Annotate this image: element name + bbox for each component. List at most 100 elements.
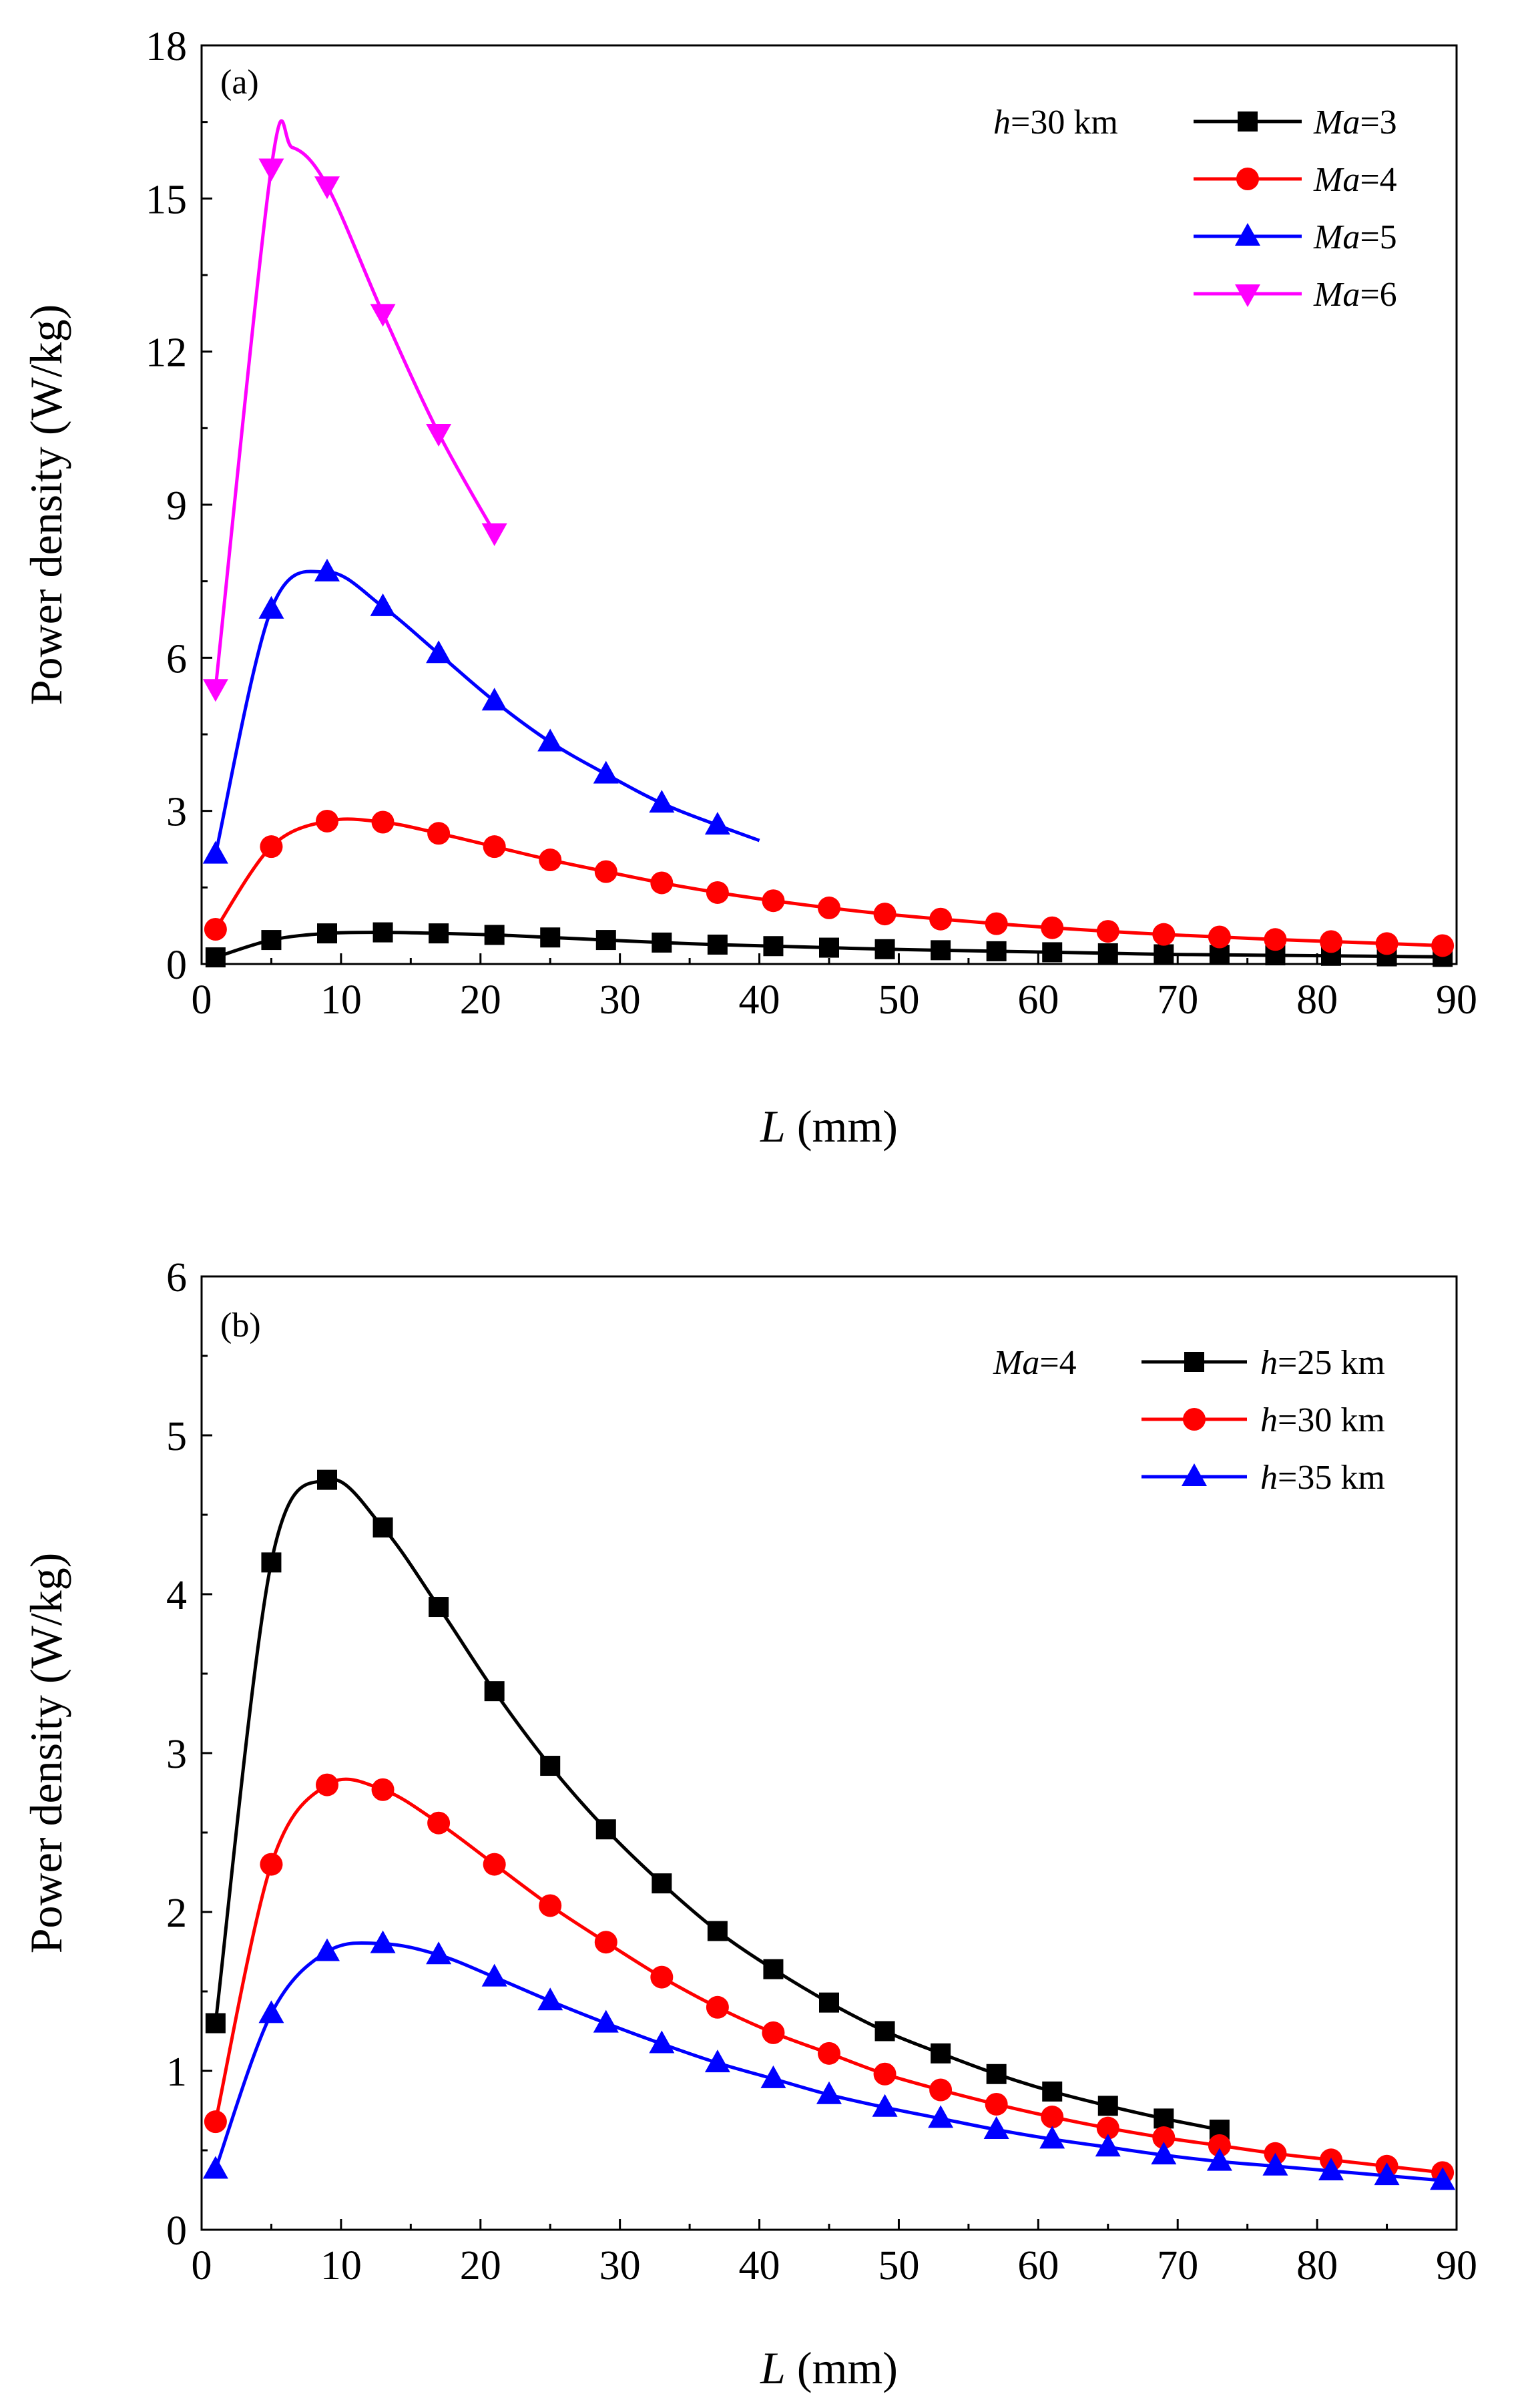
data-point (872, 2094, 898, 2117)
data-point (314, 558, 340, 581)
data-point (1208, 2134, 1231, 2157)
data-point (873, 2062, 897, 2086)
y-tick-label: 6 (166, 1255, 187, 1300)
data-point (1264, 928, 1287, 951)
data-point (650, 871, 674, 895)
data-point (874, 2021, 895, 2041)
y-tick-label: 18 (146, 24, 187, 69)
x-tick-label: 20 (460, 2243, 501, 2289)
data-point (931, 2043, 951, 2064)
data-point (1042, 942, 1063, 963)
x-tick-label: 70 (1157, 977, 1198, 1023)
panel-a-chart: 0 10 20 30 40 50 60 70 80 90 0 3 6 9 12 15 18 Power densi… (21, 24, 1477, 1152)
x-axis-title-var: L (760, 1101, 786, 1152)
data-point (371, 1778, 395, 1801)
data-point (429, 1597, 449, 1618)
data-point (202, 679, 228, 702)
data-point (1374, 2162, 1400, 2186)
data-point (426, 1941, 452, 1965)
y-tick-label: 9 (166, 483, 187, 529)
legend-condition: h=30 km (993, 103, 1118, 142)
x-tick-label: 80 (1296, 2243, 1338, 2289)
data-point (370, 304, 396, 327)
x-tick-label: 70 (1157, 2243, 1198, 2289)
data-point (1097, 943, 1118, 963)
data-point (595, 1819, 616, 1840)
legend-item: Ma=3 (1194, 103, 1397, 142)
data-point (595, 930, 616, 951)
data-point (650, 1965, 674, 1989)
legend-item: Ma=5 (1194, 218, 1397, 256)
x-axis-title: L (mm) (760, 2343, 898, 2393)
x-tick-label: 0 (192, 977, 212, 1023)
legend-label-value: =25 km (1278, 1344, 1385, 1382)
y-tick-label: 5 (166, 1414, 187, 1459)
data-point (649, 790, 675, 813)
x-tick-label: 10 (320, 2243, 362, 2289)
data-point (261, 1552, 282, 1573)
data-point (483, 1853, 506, 1876)
data-point (1206, 2148, 1232, 2171)
data-point (258, 595, 284, 619)
legend-marker (1183, 1408, 1206, 1431)
x-axis-title: L (mm) (760, 1101, 898, 1152)
legend-condition: Ma=4 (993, 1344, 1077, 1382)
data-point (816, 2081, 842, 2104)
y-tick-label: 1 (166, 2050, 187, 2095)
data-point (874, 939, 895, 959)
y-tick-label: 0 (166, 2208, 187, 2254)
legend-label-var: h (1260, 1401, 1278, 1439)
legend-label: h=30 km (1260, 1401, 1385, 1439)
legend-label: Ma=4 (1313, 161, 1397, 199)
legend-label-value: =3 (1360, 103, 1396, 142)
panel-b-chart: 0 10 20 30 40 50 60 70 80 90 0 1 2 3 4 5 6 Power density … (21, 1255, 1477, 2393)
x-tick-label: 80 (1296, 977, 1338, 1023)
data-point (427, 1811, 451, 1835)
data-point (762, 2021, 785, 2044)
data-point (1096, 2116, 1119, 2140)
data-point (983, 2116, 1009, 2140)
legend-item: h=30 km (1141, 1401, 1385, 1439)
legend-label-value: =5 (1360, 218, 1396, 256)
data-point (258, 2000, 284, 2023)
x-tick-label: 90 (1436, 2243, 1477, 2289)
x-tick-label: 50 (878, 2243, 919, 2289)
legend-label: h=25 km (1260, 1344, 1385, 1382)
data-point (481, 1963, 507, 1987)
y-tick-label: 4 (166, 1573, 187, 1618)
legend-item: h=35 km (1141, 1459, 1385, 1497)
data-point (537, 1987, 563, 2011)
data-point (1042, 2081, 1063, 2102)
data-point (1097, 2096, 1118, 2116)
series-0 (205, 922, 1453, 968)
data-point (652, 932, 672, 953)
series-line (214, 1477, 1220, 2132)
data-point (873, 903, 897, 926)
data-point (372, 1517, 393, 1538)
data-point (1375, 932, 1398, 955)
legend-item: Ma=4 (1194, 161, 1397, 199)
data-point (372, 922, 393, 943)
x-axis-title-unit: (mm) (786, 1101, 898, 1152)
legend-label-var: h (1260, 1344, 1278, 1382)
data-point (819, 937, 839, 958)
data-point (260, 835, 283, 859)
data-point (1318, 2157, 1344, 2180)
series-1 (204, 809, 1455, 957)
legend-label-var: Ma (1313, 218, 1360, 256)
data-point (818, 896, 840, 919)
y-axis-title: Power density (W/kg) (21, 304, 71, 706)
data-point (426, 640, 452, 664)
series-2 (202, 1930, 1456, 2190)
data-point (258, 158, 284, 182)
x-axis-title-var: L (760, 2343, 786, 2393)
data-point (652, 1873, 672, 1894)
data-point (429, 923, 449, 944)
x-tick-label: 0 (192, 2243, 212, 2289)
data-point (1154, 944, 1174, 965)
data-point (1154, 2108, 1174, 2129)
y-tick-label: 15 (146, 177, 187, 222)
data-point (316, 1773, 338, 1796)
data-point (370, 593, 396, 616)
